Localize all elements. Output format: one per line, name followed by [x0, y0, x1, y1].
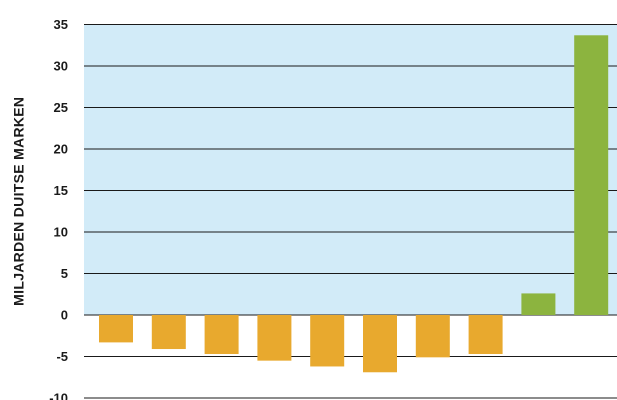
y-tick-label: 25: [54, 100, 68, 115]
y-tick-label: 0: [61, 308, 68, 323]
bar: [257, 315, 292, 361]
bar: [151, 315, 186, 350]
bar: [415, 315, 450, 358]
bar: [363, 315, 397, 373]
y-axis-label: MILJARDEN DUITSE MARKEN: [11, 97, 27, 306]
bar: [468, 315, 503, 355]
bar: [310, 315, 345, 367]
bar: [204, 315, 239, 355]
y-tick-label: 20: [54, 142, 68, 157]
y-tick-label: 15: [54, 183, 68, 198]
y-tick-label: -10: [49, 391, 68, 400]
y-tick-label: 10: [54, 225, 68, 240]
bar: [574, 35, 609, 315]
bars: [99, 35, 609, 373]
plot-background: [84, 24, 617, 315]
gridlines: [84, 24, 617, 399]
y-tick-label: 5: [61, 266, 68, 281]
bar: [521, 293, 556, 315]
bar: [99, 315, 133, 343]
y-tick-label: 35: [54, 17, 68, 32]
y-tick-label: -5: [56, 349, 68, 364]
y-tick-label: 30: [54, 59, 68, 74]
y-tick-labels: 35 30 25 20 15 10 5 0 -5 -10: [49, 17, 68, 400]
